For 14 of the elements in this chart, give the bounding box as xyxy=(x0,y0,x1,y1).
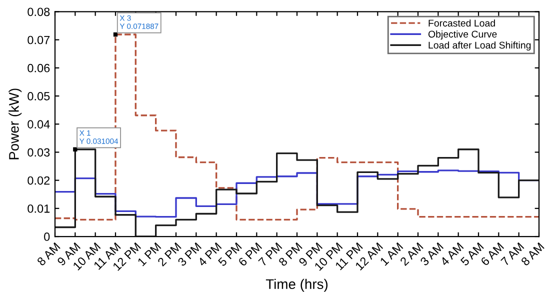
legend-label: Objective Curve xyxy=(428,30,497,40)
y-tick-label: 0 xyxy=(44,232,50,241)
legend-label: Forcasted Load xyxy=(428,19,495,27)
y-tick-label: 0.03 xyxy=(28,148,50,157)
y-tick-label: 0.02 xyxy=(28,176,50,185)
x-axis-title: Time (hrs) xyxy=(266,278,328,292)
y-tick-label: 0.06 xyxy=(28,64,50,72)
y-tick-label: 0.05 xyxy=(28,92,50,100)
y-tick-label: 0.07 xyxy=(28,36,50,44)
y-tick-label: 0.01 xyxy=(28,204,50,213)
y-tick-label: 0.04 xyxy=(28,120,50,128)
legend-label: Load after Load Shifting xyxy=(428,41,531,51)
y-tick-label: 0.08 xyxy=(28,8,50,16)
y-axis-title: Power (kW) xyxy=(8,88,22,160)
